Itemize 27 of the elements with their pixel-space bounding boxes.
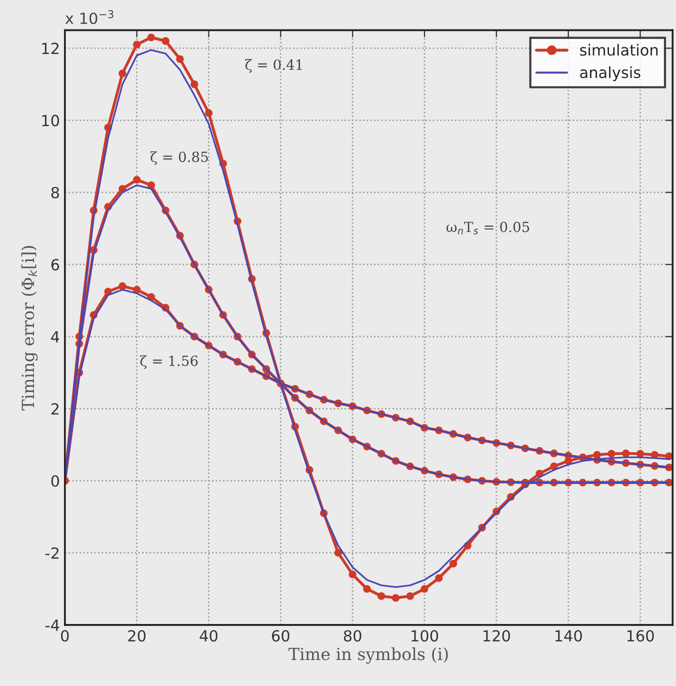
x-tick-label: 20	[128, 630, 146, 642]
text: x 10$^{−3}$	[65, 10, 114, 24]
legend-label: analysis	[580, 66, 640, 82]
y-tick-label: 6	[51, 258, 60, 271]
y-tick-label: 8	[51, 186, 59, 198]
y-tick-label: 2	[51, 403, 59, 414]
x-tick-label: 140	[555, 630, 582, 642]
annotation: ω$_{n}$T$_{s}$ = 0.05	[446, 222, 530, 234]
annotation: ζ = 0.41	[245, 59, 302, 73]
legend-label: simulation	[580, 44, 658, 56]
annotation: ζ = 1.56	[140, 355, 198, 369]
x-tick-label: 100	[412, 630, 438, 642]
y-axis-title: Timing error (Φ$_{k}$[i])	[21, 246, 38, 410]
x-axis-title: Time in symbols (i)	[288, 647, 448, 664]
y-tick-label: -2	[46, 547, 59, 559]
y-tick-label: 0	[51, 475, 60, 487]
x-tick-label: 80	[344, 630, 362, 642]
x-tick-label: 40	[200, 630, 218, 642]
x-tick-label: 120	[484, 630, 510, 642]
x-tick-label: 0	[61, 630, 69, 642]
annotation: ζ = 0.85	[150, 151, 208, 165]
y-tick-label: 12	[42, 42, 59, 54]
y-tick-label: -4	[46, 620, 60, 631]
x-tick-label: 60	[272, 630, 290, 642]
x-tick-label: 160	[627, 630, 654, 642]
y-tick-label: 4	[51, 331, 60, 342]
y-tick-label: 10	[42, 114, 60, 126]
